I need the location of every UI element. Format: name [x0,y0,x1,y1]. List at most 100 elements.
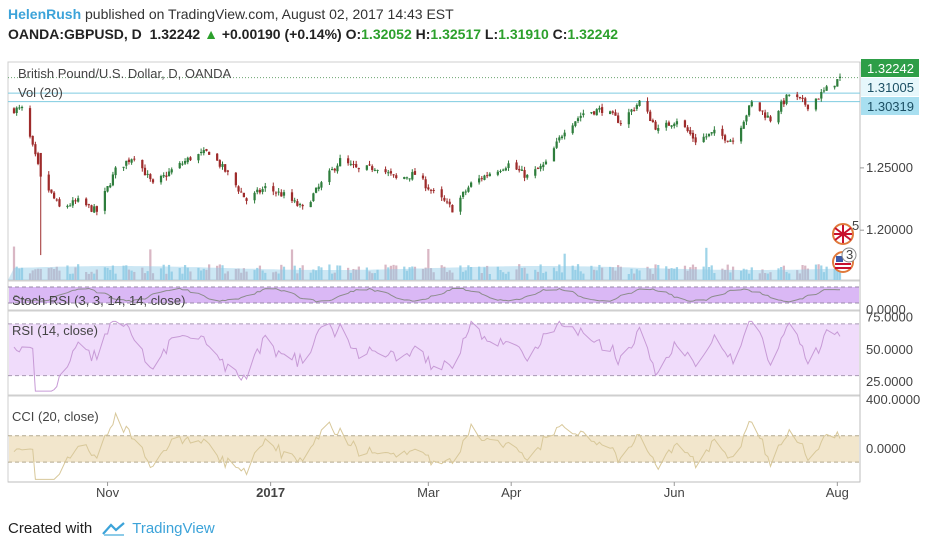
volume-bar [347,267,350,280]
cci-line [13,411,841,480]
candle-body [320,182,323,188]
candle-body [515,162,518,170]
volume-bar [296,273,299,280]
volume-bar [384,264,387,280]
candle-body [673,123,676,127]
volume-bar [478,266,481,280]
candle-body [518,168,521,171]
volume-bar [486,265,489,280]
volume-bar [739,270,743,280]
time-tick-label: 2017 [256,485,285,500]
candle-body [785,94,788,104]
price-tag-label: 1.30319 [867,99,914,114]
volume-bar [608,266,612,280]
candle-body [384,169,387,173]
candle-body [448,201,451,205]
volume-bar [619,266,622,280]
volume-bar [461,271,465,280]
candle-body [368,164,371,166]
candle-body [74,200,77,202]
candle-body [376,169,379,171]
candle-body [234,172,237,186]
candle-body [689,130,692,135]
volume-bar [694,266,697,280]
candle-body [146,173,149,175]
us-flag-canton [836,256,843,262]
open-label: O: [345,26,362,42]
volume-bar [723,269,727,280]
candle-body [726,140,729,142]
volume-bar [571,265,574,280]
volume-bar [518,264,521,280]
candle-body [496,171,499,175]
author-link[interactable]: HelenRush [8,6,82,22]
time-tick-label: Nov [96,485,120,500]
volume-bar [405,270,409,280]
uk-flag-icon[interactable] [832,223,854,245]
volume-bar [208,264,211,280]
rsi-band [9,323,859,376]
volume-bar [103,267,107,280]
volume-bar [665,266,668,280]
candle-body [742,121,745,129]
volume-bar [534,269,537,280]
candle-body [277,191,280,193]
candle-body [245,198,248,201]
volume-bar [159,268,163,280]
volume-bar [496,266,499,280]
symbol-label[interactable]: OANDA:GBPUSD, D [8,26,142,42]
volume-bar [387,267,390,280]
volume-bar [274,271,278,280]
volume-bar [272,272,275,280]
candle-body [576,118,580,122]
volume-bar [804,265,807,280]
volume-bar [833,268,836,280]
candle-body [617,115,620,123]
candle-body [127,159,131,163]
volume-bar [504,273,507,280]
candle-body [488,173,491,177]
candle-body [226,170,229,172]
close-value: 1.32242 [567,26,619,42]
candle-body [167,171,171,176]
price-tick-label: 1.25000 [866,160,913,175]
volume-bar [141,267,144,280]
volume-bar [146,271,149,280]
volume-bar [413,266,417,280]
candle-body [162,175,165,177]
candle-body [814,98,818,110]
volume-bar [745,269,748,280]
volume-bar [633,273,636,280]
event-count-badge-bg [841,247,857,263]
candle-body [657,128,660,131]
candle-body [683,120,687,128]
volume-bar [480,273,483,280]
volume-bar [432,272,435,280]
volume-bar [357,266,360,280]
tradingview-brand-link[interactable]: TradingView [132,520,215,537]
volume-bar [200,270,203,280]
volume-bar [365,267,368,280]
rsi-axis-label: 25.0000 [866,374,913,389]
candle-body [52,192,56,199]
volume-bar [280,264,283,280]
volume-bar [18,268,21,280]
candle-body [421,175,425,179]
candle-body [836,79,839,87]
stoch-rsi-line [13,287,841,303]
volume-bar [443,266,446,280]
candle-body [582,113,585,116]
volume-bar [71,273,74,280]
candle-body [253,192,256,201]
candle-body [523,170,526,178]
rsi-label: RSI (14, close) [12,323,98,338]
volume-label: Vol (20) [18,85,63,100]
candle-body [686,127,689,132]
candle-body [504,168,507,171]
volume-bar [55,266,58,280]
volume-bar [355,269,358,280]
candle-body [820,92,823,99]
volume-bar [445,271,449,280]
candle-body [534,169,537,176]
